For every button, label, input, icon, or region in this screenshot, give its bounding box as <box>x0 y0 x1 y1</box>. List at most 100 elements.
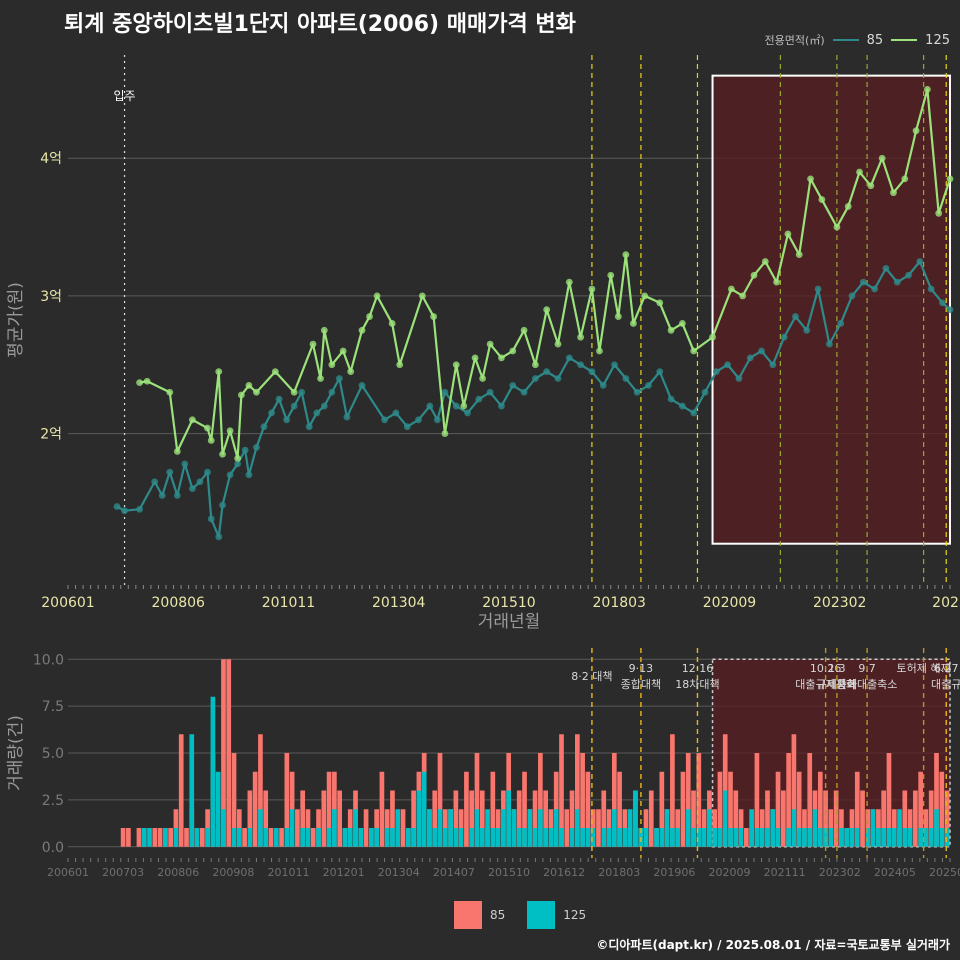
volume-bar-85 <box>944 790 950 847</box>
volume-bar-85 <box>474 753 480 847</box>
volume-bar-85 <box>516 790 522 847</box>
policy-annotation: 8·2 대책 <box>571 670 612 683</box>
data-point-85 <box>893 278 901 286</box>
price-x-tick-label: 201011 <box>262 595 315 611</box>
data-point-85 <box>335 375 343 382</box>
volume-bar-85 <box>833 790 839 847</box>
volume-bar-125 <box>886 828 892 847</box>
volume-bar-85 <box>580 753 585 847</box>
volume-bar-125 <box>189 734 195 847</box>
data-point-125 <box>347 368 355 376</box>
data-point-85 <box>283 416 291 424</box>
volume-bar-125 <box>802 828 807 847</box>
data-point-85 <box>599 381 607 389</box>
volume-bar-125 <box>944 828 950 847</box>
data-point-85 <box>260 423 268 431</box>
volume-bar-85 <box>881 790 887 847</box>
volume-x-tick-label: 201304 <box>378 866 420 879</box>
volume-bar-125 <box>812 809 818 847</box>
data-point-85 <box>735 375 743 382</box>
volume-x-tick-label: 201612 <box>543 866 585 879</box>
data-point-85 <box>724 361 732 369</box>
volume-bar-125 <box>606 828 612 847</box>
data-point-85 <box>611 361 618 369</box>
volume-bar-85 <box>522 771 527 847</box>
volume-bar-125 <box>685 809 691 847</box>
data-point-125 <box>867 182 875 190</box>
volume-bar-125 <box>390 828 395 847</box>
price-y-tick-label: 4억 <box>40 151 62 167</box>
data-point-125 <box>207 437 215 444</box>
volume-bar-125 <box>817 828 823 847</box>
policy-annotation: 특례대출축소 <box>837 678 898 691</box>
volume-bar-125 <box>791 809 797 847</box>
volume-bar-125 <box>506 790 512 847</box>
volume-bar-125 <box>865 828 871 847</box>
volume-bar-85 <box>538 753 543 847</box>
data-point-85 <box>226 471 234 479</box>
volume-bar-85 <box>326 771 332 847</box>
volume-bar-125 <box>654 828 659 847</box>
volume-bar-125 <box>923 828 929 847</box>
price-highlight-box <box>711 74 951 545</box>
volume-bar-85 <box>691 790 696 847</box>
data-point-85 <box>520 388 528 396</box>
price-y-tick-label: 2억 <box>40 427 62 443</box>
volume-bar-85 <box>728 771 733 847</box>
data-point-85 <box>173 492 181 499</box>
volume-bar-85 <box>648 790 654 847</box>
volume-bar-125 <box>448 809 453 847</box>
volume-bar-85 <box>611 753 617 847</box>
data-point-125 <box>588 285 596 293</box>
volume-x-tick-label: 201906 <box>653 866 695 879</box>
volume-bar-85 <box>780 790 786 847</box>
data-point-85 <box>667 395 675 403</box>
data-point-125 <box>388 320 396 327</box>
volume-bar-125 <box>548 828 554 847</box>
data-point-85 <box>136 505 144 513</box>
page-title: 퇴계 중앙하이츠빌1단지 아파트(2006) 매매가격 변화 <box>64 12 576 37</box>
data-point-85 <box>577 361 585 369</box>
volume-x-tick-label: 201011 <box>268 866 310 879</box>
volume-bar-85 <box>532 790 538 847</box>
price-x-tick-label: 202302 <box>813 595 866 611</box>
volume-bar-85 <box>601 790 607 847</box>
volume-bar-85 <box>796 771 802 847</box>
data-point-125 <box>143 377 151 385</box>
policy-annotation: 9·13 <box>629 662 654 675</box>
volume-bar-125 <box>844 828 850 847</box>
volume-bar-125 <box>342 828 348 847</box>
volume-bar-85 <box>321 790 327 847</box>
volume-x-tick-label: 202507 <box>929 866 960 879</box>
volume-bar-125 <box>369 828 374 847</box>
volume-bar-125 <box>215 771 221 847</box>
volume-bar-125 <box>601 828 607 847</box>
volume-bar-125 <box>770 809 776 847</box>
data-point-85 <box>565 354 573 362</box>
bar-legend-swatch-85 <box>454 901 482 929</box>
data-point-125 <box>678 320 686 327</box>
volume-x-tick-label: 202302 <box>819 866 861 879</box>
volume-bar-125 <box>611 809 617 847</box>
volume-bar-125 <box>749 809 754 847</box>
data-point-85 <box>441 388 449 396</box>
volume-bar-125 <box>759 828 765 847</box>
data-point-85 <box>275 395 283 403</box>
volume-bar-125 <box>728 828 733 847</box>
volume-bar-125 <box>580 828 585 847</box>
volume-bar-125 <box>210 696 216 847</box>
data-point-125 <box>818 196 826 203</box>
volume-bar-85 <box>295 809 300 847</box>
bar-legend: 85 125 <box>454 901 586 929</box>
volume-bar-125 <box>221 809 226 847</box>
volume-bar-125 <box>205 828 210 847</box>
volume-bar-85 <box>379 771 385 847</box>
volume-bar-125 <box>733 828 739 847</box>
data-point-125 <box>441 430 449 437</box>
volume-bar-125 <box>559 828 564 847</box>
volume-bar-85 <box>157 828 163 847</box>
data-point-125 <box>520 326 528 334</box>
volume-bar-125 <box>881 828 887 847</box>
volume-bar-85 <box>437 753 443 847</box>
data-point-85 <box>268 409 275 417</box>
